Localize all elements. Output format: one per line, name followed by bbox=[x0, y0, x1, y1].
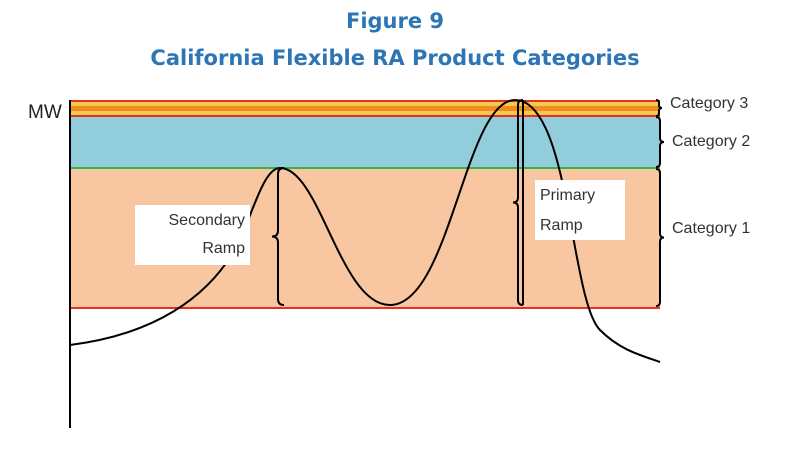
category-label: Category 1 bbox=[672, 220, 750, 237]
secondary-ramp-box bbox=[135, 205, 250, 265]
braces bbox=[271, 99, 665, 307]
category-2-band bbox=[70, 116, 660, 168]
figure-title: California Flexible RA Product Categorie… bbox=[150, 46, 639, 70]
ramp-label: Primary bbox=[540, 187, 595, 204]
category-label: Category 3 bbox=[670, 95, 748, 112]
category-3-stripe bbox=[70, 106, 660, 111]
primary-ramp-box bbox=[535, 180, 625, 240]
brace bbox=[655, 116, 665, 168]
category-label: Category 2 bbox=[672, 133, 750, 150]
axis-label: MW bbox=[28, 102, 62, 123]
brace bbox=[655, 99, 663, 117]
brace bbox=[655, 168, 665, 307]
figure-number: Figure 9 bbox=[346, 9, 444, 33]
brace bbox=[271, 167, 285, 306]
ramp-label: Ramp bbox=[202, 240, 245, 257]
brace bbox=[512, 99, 524, 306]
ramp-label: Secondary bbox=[169, 212, 246, 229]
ramp-label: Ramp bbox=[540, 217, 583, 234]
